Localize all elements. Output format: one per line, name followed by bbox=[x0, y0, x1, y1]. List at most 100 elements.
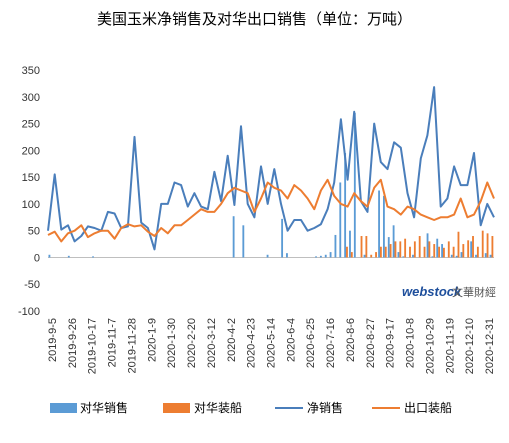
bar-china-sales bbox=[475, 254, 477, 258]
bar-china-shipments bbox=[418, 236, 421, 258]
x-tick-label: 2020-7-16 bbox=[325, 318, 337, 368]
bar-china-sales bbox=[441, 244, 444, 258]
bar-china-shipments bbox=[491, 236, 494, 258]
bar-china-sales bbox=[455, 255, 458, 258]
x-tick-label: 2020-4-2 bbox=[226, 318, 238, 362]
y-tick-label: 0 bbox=[34, 252, 40, 264]
legend-label: 对华装船 bbox=[194, 401, 242, 415]
bar-china-sales bbox=[349, 230, 351, 258]
y-tick-label: 100 bbox=[22, 199, 40, 211]
bar-china-shipments bbox=[423, 246, 426, 258]
y-tick-label: 350 bbox=[22, 65, 40, 77]
bar-china-shipments bbox=[457, 231, 460, 258]
bar-china-sales bbox=[436, 238, 439, 258]
bar-china-sales bbox=[329, 252, 332, 258]
bar-china-sales bbox=[92, 256, 94, 258]
x-tick-label: 2020-1-9 bbox=[146, 318, 158, 362]
bar-china-shipments bbox=[365, 236, 368, 258]
bar-china-shipments bbox=[346, 246, 348, 258]
y-tick-label: -100 bbox=[18, 306, 40, 318]
x-tick-label: 2020-4-23 bbox=[246, 318, 258, 368]
bar-china-sales bbox=[431, 256, 434, 258]
watermark-text: 文華財經 bbox=[452, 285, 496, 299]
legend-label: 对华销售 bbox=[80, 400, 128, 415]
bar-china-sales bbox=[460, 252, 463, 258]
bar-china-sales bbox=[242, 225, 245, 258]
bar-china-sales bbox=[363, 254, 366, 258]
bar-china-sales bbox=[334, 234, 337, 258]
bar-china-sales bbox=[392, 225, 395, 258]
bar-china-shipments bbox=[399, 241, 402, 258]
bar-china-sales bbox=[450, 254, 453, 258]
bar-china-sales bbox=[412, 254, 414, 258]
bar-china-shipments bbox=[389, 244, 392, 258]
x-tick-label: 2020-12-10 bbox=[464, 318, 476, 374]
bar-china-sales bbox=[484, 253, 487, 258]
bar-china-shipments bbox=[360, 236, 363, 258]
chart-title: 美国玉米净销售及对华出口销售（单位：万吨） bbox=[96, 11, 412, 28]
watermark-brand: webstock bbox=[402, 284, 462, 299]
bar-china-sales bbox=[402, 256, 405, 258]
bar-china-sales bbox=[286, 253, 288, 258]
bar-china-sales bbox=[387, 237, 390, 258]
bar-china-shipments bbox=[462, 244, 465, 258]
bar-china-sales bbox=[470, 241, 473, 258]
y-tick-label: 200 bbox=[22, 145, 40, 157]
legend-swatch bbox=[50, 403, 77, 413]
x-tick-label: 2020-11-19 bbox=[444, 318, 456, 373]
export-shipments-line bbox=[47, 178, 495, 243]
bar-china-shipments bbox=[375, 252, 377, 258]
x-tick-label: 2019-11-28 bbox=[126, 318, 138, 373]
y-tick-label: 150 bbox=[22, 172, 40, 184]
x-tick-label: 2019-11-7 bbox=[107, 318, 119, 367]
x-tick-label: 2020-12-31 bbox=[484, 318, 496, 374]
y-tick-label: 250 bbox=[22, 119, 40, 131]
bar-china-sales bbox=[353, 112, 356, 258]
bar-china-sales bbox=[281, 218, 284, 258]
bar-china-shipments bbox=[481, 230, 484, 258]
bar-china-shipments bbox=[409, 246, 411, 258]
x-tick-label: 2020-3-12 bbox=[206, 318, 218, 368]
bar-china-sales bbox=[339, 182, 342, 258]
legend-label: 净销售 bbox=[307, 400, 343, 415]
bar-china-shipments bbox=[438, 246, 441, 258]
bar-china-shipments bbox=[476, 246, 479, 258]
bar-china-shipments bbox=[486, 233, 489, 258]
x-tick-label: 2020-10-8 bbox=[405, 318, 417, 368]
bar-china-sales bbox=[378, 190, 380, 258]
bar-china-shipments bbox=[428, 241, 431, 258]
bar-china-shipments bbox=[467, 240, 470, 258]
y-tick-label: -50 bbox=[24, 279, 40, 291]
x-tick-label: 2020-9-17 bbox=[385, 318, 397, 368]
bar-china-sales bbox=[315, 256, 317, 258]
bar-china-shipments bbox=[394, 241, 397, 258]
net-sales-line bbox=[47, 86, 495, 251]
bar-china-sales bbox=[489, 254, 492, 258]
x-tick-label: 2020-10-29 bbox=[424, 318, 436, 374]
x-tick-label: 2020-2-20 bbox=[186, 318, 198, 368]
bar-china-sales bbox=[426, 233, 429, 258]
y-tick-label: 50 bbox=[28, 226, 40, 238]
x-tick-label: 2019-10-17 bbox=[87, 318, 99, 374]
bar-china-sales bbox=[232, 216, 235, 258]
bar-china-shipments bbox=[452, 246, 455, 258]
x-tick-label: 2020-8-27 bbox=[365, 318, 377, 368]
x-tick-label: 2020-5-14 bbox=[266, 318, 278, 368]
bar-china-sales bbox=[67, 255, 70, 258]
bar-china-sales bbox=[48, 254, 51, 258]
x-tick-label: 2020-1-30 bbox=[166, 318, 178, 368]
bar-china-shipments bbox=[370, 254, 373, 258]
bar-china-shipments bbox=[413, 241, 416, 258]
bar-china-shipments bbox=[350, 252, 353, 258]
legend-swatch bbox=[163, 403, 190, 413]
legend-label: 出口装船 bbox=[404, 401, 452, 415]
bar-china-sales bbox=[319, 255, 322, 258]
x-tick-label: 2019-9-26 bbox=[67, 318, 79, 368]
bar-china-shipments bbox=[443, 247, 445, 258]
bar-china-shipments bbox=[404, 238, 407, 258]
y-tick-label: 300 bbox=[22, 92, 40, 104]
bar-china-shipments bbox=[379, 246, 382, 258]
